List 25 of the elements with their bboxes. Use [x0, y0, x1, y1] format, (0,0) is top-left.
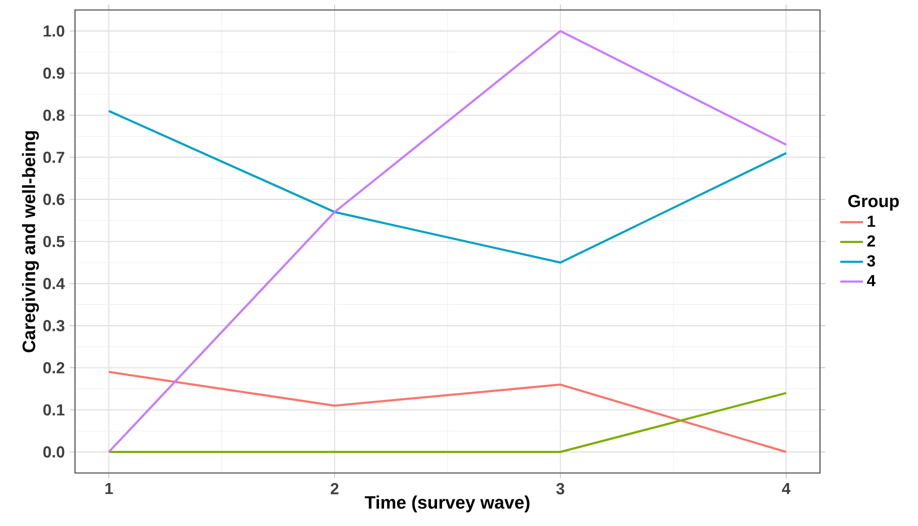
legend-label: 2: [867, 235, 875, 247]
legend-title: Group: [848, 194, 899, 211]
x-tick-label: 3: [556, 483, 564, 494]
y-tick-label: 0.3: [43, 320, 64, 332]
y-tick-label: 0.9: [43, 67, 64, 79]
y-tick-label: 0.2: [43, 362, 64, 374]
y-axis-title: Caregiving and well-being: [22, 131, 39, 352]
y-tick-label: 0.6: [43, 194, 64, 206]
legend-label: 4: [866, 275, 876, 286]
legend-label: 3: [867, 255, 876, 267]
y-tick-label: 0.7: [43, 152, 64, 163]
y-tick-label: 0.0: [43, 446, 64, 458]
line-series: [108, 30, 788, 454]
x-tick-label: 4: [782, 483, 790, 494]
legend-label: 1: [868, 216, 876, 227]
x-tick-label: 1: [105, 483, 113, 494]
line-series: [108, 110, 788, 264]
y-tick-label: 0.8: [43, 110, 64, 121]
line-series: [108, 370, 788, 454]
y-tick-label: 0.4: [43, 278, 65, 290]
y-tick-label: 0.5: [43, 236, 65, 248]
y-tick-label: 1.0: [44, 25, 64, 37]
y-tick-label: 0.1: [43, 404, 65, 416]
x-axis-title: Time (survey wave): [364, 496, 530, 512]
x-tick-label: 2: [330, 483, 338, 494]
